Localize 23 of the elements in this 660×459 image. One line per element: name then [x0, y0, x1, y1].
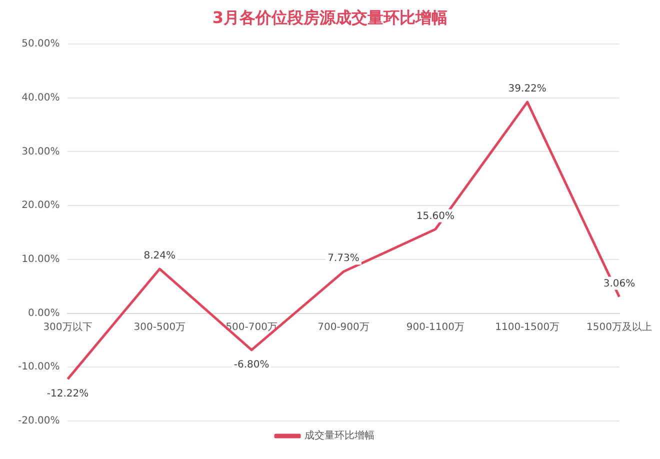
x-tick-label: 900-1100万 [406, 322, 465, 333]
data-label: -12.22% [46, 388, 89, 400]
legend-label: 成交量环比增幅 [304, 430, 374, 442]
data-label: 8.24% [144, 250, 176, 262]
chart-title: 3月各价位段房源成交量环比增幅 [211, 8, 449, 29]
y-tick-label: 0.00% [28, 308, 60, 319]
y-tick-label: 40.00% [22, 92, 60, 104]
data-label: -6.80% [234, 360, 270, 370]
data-label: 3.06% [603, 278, 636, 290]
data-label: 39.22% [508, 84, 546, 95]
y-tick-label: -10.00% [18, 362, 60, 373]
data-label: 15.60% [416, 210, 454, 222]
x-tick-label: 300-500万 [134, 322, 186, 333]
y-tick-label: -20.00% [18, 416, 60, 427]
x-tick-label: 1100-1500万 [495, 322, 560, 333]
y-tick-label: 20.00% [22, 200, 60, 212]
data-label: 7.73% [328, 253, 360, 264]
x-tick-label: 700-900万 [318, 322, 370, 333]
y-tick-label: 50.00% [22, 38, 60, 50]
y-tick-label: 30.00% [22, 146, 60, 158]
x-tick-label: 1500万及以上 [586, 320, 652, 333]
y-tick-label: 10.00% [22, 254, 60, 266]
x-tick-label: 300万以下 [43, 320, 92, 333]
